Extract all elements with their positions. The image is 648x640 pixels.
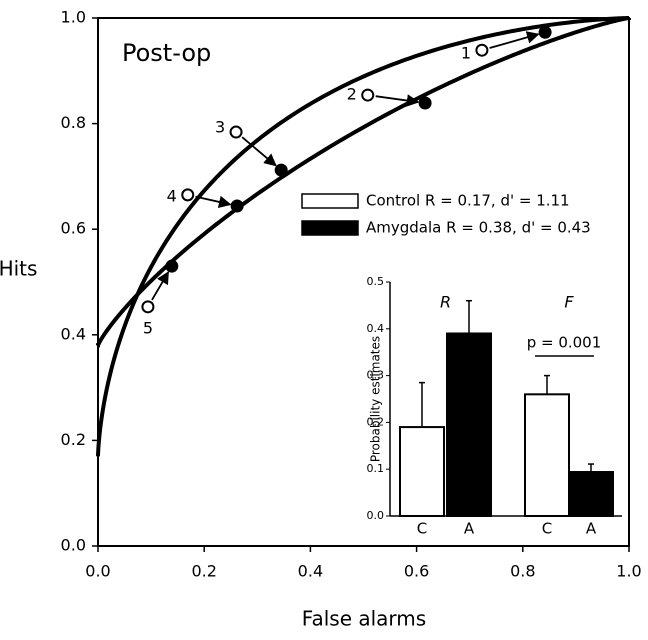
x-tick-label: 0.4 (298, 562, 323, 581)
legend-swatch (301, 193, 359, 209)
plot-frame (97, 17, 630, 547)
point (165, 259, 179, 273)
bar (568, 471, 614, 517)
annotation: Post-op (122, 39, 211, 67)
inset-y-tick-label: 0.4 (367, 322, 385, 335)
point-label: 1 (461, 44, 471, 63)
legend-label: Amygdala R = 0.38, d' = 0.43 (366, 219, 591, 237)
point (274, 163, 288, 177)
y-tick-label: 0.8 (61, 113, 86, 132)
arrow (489, 31, 540, 49)
inset-y-tick-label: 0.2 (367, 415, 385, 428)
point-label: 5 (143, 318, 153, 337)
legend-swatch (301, 220, 359, 236)
y-tick-label: 0.4 (61, 324, 86, 343)
arrow (151, 271, 170, 301)
roc-curve (96, 16, 631, 348)
bar (524, 393, 570, 518)
inset-x-tick-label: C (542, 520, 552, 538)
arrow (241, 136, 277, 167)
x-tick-label: 0.0 (85, 562, 110, 581)
bar (446, 332, 492, 518)
point (361, 88, 375, 102)
x-tick-label: 0.6 (404, 562, 429, 581)
point (475, 43, 489, 57)
inset-y-tick-label: 0.0 (367, 509, 385, 522)
x-tick-label: 0.8 (510, 562, 535, 581)
inset-y-tick-label: 0.1 (367, 462, 385, 475)
point (230, 199, 244, 213)
point-label: 3 (215, 118, 225, 137)
arrow (375, 94, 420, 107)
y-tick-label: 0.6 (61, 219, 86, 238)
bar (399, 426, 445, 517)
inset-y-tick-label: 0.5 (367, 275, 385, 288)
point-label: 2 (347, 85, 357, 104)
x-tick-label: 0.2 (191, 562, 216, 581)
inset-y-tick-label: 0.3 (367, 369, 385, 382)
group-label: F (564, 293, 574, 312)
y-tick-label: 0.0 (61, 536, 86, 555)
point-label: 4 (167, 186, 177, 205)
x-axis-label: False alarms (302, 607, 426, 631)
point (229, 125, 243, 139)
x-tick-label: 1.0 (616, 562, 641, 581)
group-label: R (440, 293, 451, 312)
arrow (195, 195, 232, 209)
inset-x-tick-label: C (417, 520, 427, 538)
point (418, 96, 432, 110)
point (538, 25, 552, 39)
y-axis-label: Hits (0, 257, 37, 281)
inset-y-label: Probability estimates (369, 336, 383, 462)
legend-label: Control R = 0.17, d' = 1.11 (366, 192, 570, 210)
inset-x-tick-label: A (464, 520, 475, 538)
roc-curve (96, 16, 630, 457)
inset-x-tick-label: A (586, 520, 597, 538)
point (181, 188, 195, 202)
y-tick-label: 0.2 (61, 430, 86, 449)
point (141, 300, 155, 314)
y-tick-label: 1.0 (61, 8, 86, 27)
p-annotation: p = 0.001 (527, 334, 602, 352)
